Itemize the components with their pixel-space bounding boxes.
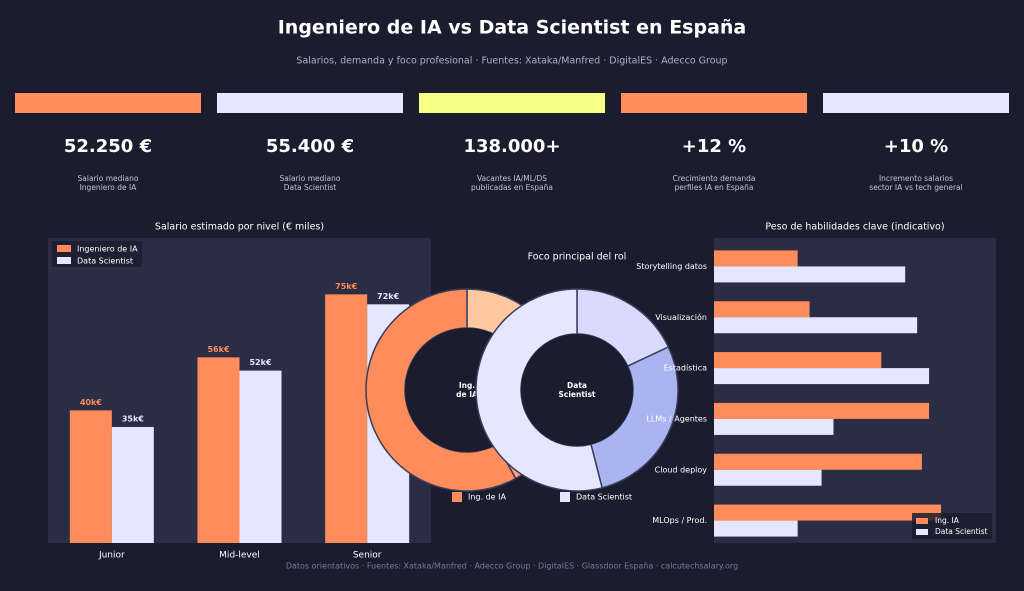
legend-label: Data Scientist	[576, 493, 632, 502]
kpi-value: 55.400 €	[266, 136, 354, 157]
kpi-strip	[621, 93, 807, 113]
bar	[325, 294, 368, 543]
legend-label: Ingeniero de IA	[77, 245, 138, 254]
kpi-value: +10 %	[884, 136, 948, 157]
kpi-label: Data Scientist	[284, 183, 337, 192]
kpi-strip	[15, 93, 201, 113]
kpi-label: Crecimiento demanda	[672, 174, 755, 183]
y-tick-label: LLMs / Agentes	[646, 414, 707, 423]
chart-title: Salario estimado por nivel (€ miles)	[155, 222, 324, 233]
bar	[714, 301, 810, 318]
y-tick-label: Estadística	[664, 364, 707, 373]
footer: Datos orientativos · Fuentes: Xataka/Man…	[286, 562, 738, 571]
legend-swatch	[916, 529, 928, 535]
legend-swatch	[916, 518, 928, 524]
bar	[714, 469, 822, 486]
subtitle: Salarios, demanda y foco profesional · F…	[296, 56, 727, 67]
center-label: Scientist	[558, 390, 595, 399]
kpi-label: Salario mediano	[280, 174, 341, 183]
bar	[714, 453, 922, 470]
center-label: de IA	[456, 390, 478, 399]
kpi-value: 52.250 €	[64, 136, 152, 157]
bar	[714, 520, 798, 537]
legend-label: Data Scientist	[77, 257, 133, 266]
bar	[239, 370, 282, 543]
chart-title: Foco principal del rol	[528, 252, 627, 263]
chart-title: Peso de habilidades clave (indicativo)	[765, 222, 944, 233]
value-label: 52k€	[249, 358, 271, 367]
y-tick-label: Visualización	[655, 312, 707, 322]
y-tick-label: MLOps / Prod.	[652, 516, 707, 525]
bar	[714, 504, 942, 521]
donut-hole	[521, 334, 633, 446]
legend-label: Ing. IA	[935, 516, 960, 525]
kpi-label: perfiles IA en España	[674, 183, 753, 192]
bar	[714, 266, 906, 283]
bar	[69, 410, 112, 543]
kpi-label: Vacantes IA/ML/DS	[477, 174, 547, 183]
value-label: 35k€	[122, 414, 144, 423]
kpi-value: +12 %	[682, 136, 746, 157]
kpi-strip	[419, 93, 605, 113]
kpi-label: Ingeniero de IA	[80, 183, 138, 192]
kpi-label: Incremento salarios	[879, 174, 953, 183]
kpi-label: sector IA vs tech general	[869, 183, 962, 192]
kpi-label: Salario mediano	[78, 174, 139, 183]
bar	[714, 368, 930, 385]
bar	[714, 418, 834, 435]
bar	[714, 250, 798, 267]
x-tick-label: Senior	[353, 551, 382, 561]
value-label: 56k€	[207, 345, 229, 354]
kpi-strip	[823, 93, 1009, 113]
legend-label: Data Scientist	[935, 527, 988, 536]
legend-swatch	[452, 492, 462, 502]
x-tick-label: Mid-level	[219, 551, 260, 561]
kpi-value: 138.000+	[463, 136, 560, 157]
bar	[714, 352, 882, 369]
value-label: 72k€	[377, 292, 399, 301]
value-label: 40k€	[80, 398, 102, 407]
title: Ingeniero de IA vs Data Scientist en Esp…	[278, 17, 747, 39]
legend-swatch	[57, 245, 71, 252]
x-tick-label: Junior	[98, 551, 125, 561]
bar	[714, 402, 930, 419]
bar	[111, 426, 154, 543]
legend-label: Ing. de IA	[468, 493, 506, 502]
center-label: Ing.	[459, 381, 475, 390]
legend-swatch	[560, 492, 570, 502]
kpi-label: publicadas en España	[471, 183, 553, 192]
center-label: Data	[567, 381, 587, 390]
y-tick-label: Storytelling datos	[636, 262, 707, 271]
bar	[197, 357, 240, 543]
y-tick-label: Cloud deploy	[655, 465, 708, 474]
value-label: 75k€	[335, 282, 357, 291]
plot-area	[714, 238, 996, 543]
legend-swatch	[57, 257, 71, 264]
bar	[714, 317, 918, 334]
kpi-strip	[217, 93, 403, 113]
